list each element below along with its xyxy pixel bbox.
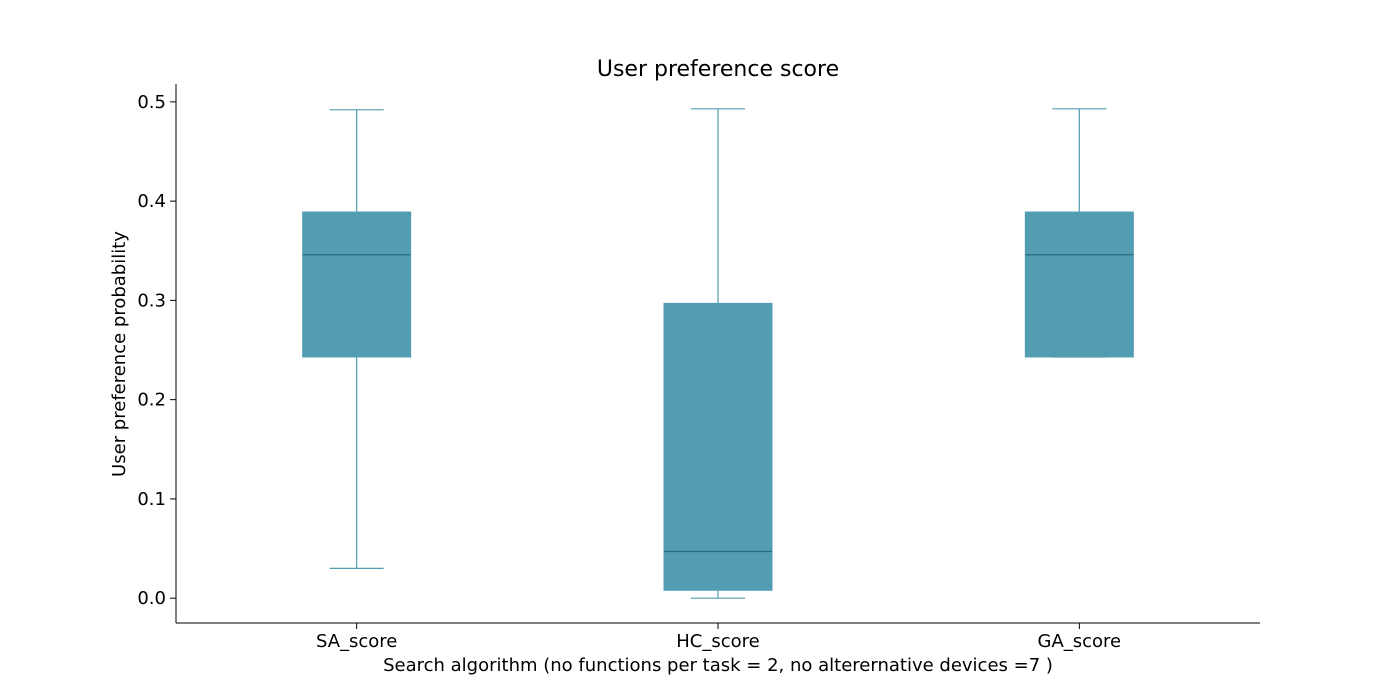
box-GA_score (1024, 108, 1134, 358)
y-tick-label: 0.5 (137, 92, 166, 113)
iqr-box (663, 302, 773, 591)
y-tick-label: 0.1 (137, 489, 166, 510)
x-tick-label: SA_score (316, 631, 397, 652)
chart-title: User preference score (597, 57, 839, 82)
x-tick-label: HC_score (676, 631, 759, 652)
y-tick-label: 0.2 (137, 390, 166, 411)
x-axis-label: Search algorithm (no functions per task … (383, 655, 1053, 676)
y-axis-ticks: 0.0 0.1 0.2 0.3 0.4 0.5 (137, 92, 176, 609)
y-tick-label: 0.3 (137, 290, 166, 311)
x-axis-ticks: SA_score HC_score GA_score (316, 623, 1121, 652)
iqr-box (1024, 211, 1134, 358)
box-SA_score (302, 109, 412, 570)
y-tick-label: 0.4 (137, 191, 166, 212)
iqr-box (302, 211, 412, 358)
y-axis-label: User preference probability (109, 231, 130, 477)
box-HC_score (663, 108, 773, 599)
plot-area (302, 108, 1134, 599)
y-tick-label: 0.0 (137, 588, 166, 609)
x-tick-label: GA_score (1038, 631, 1122, 652)
